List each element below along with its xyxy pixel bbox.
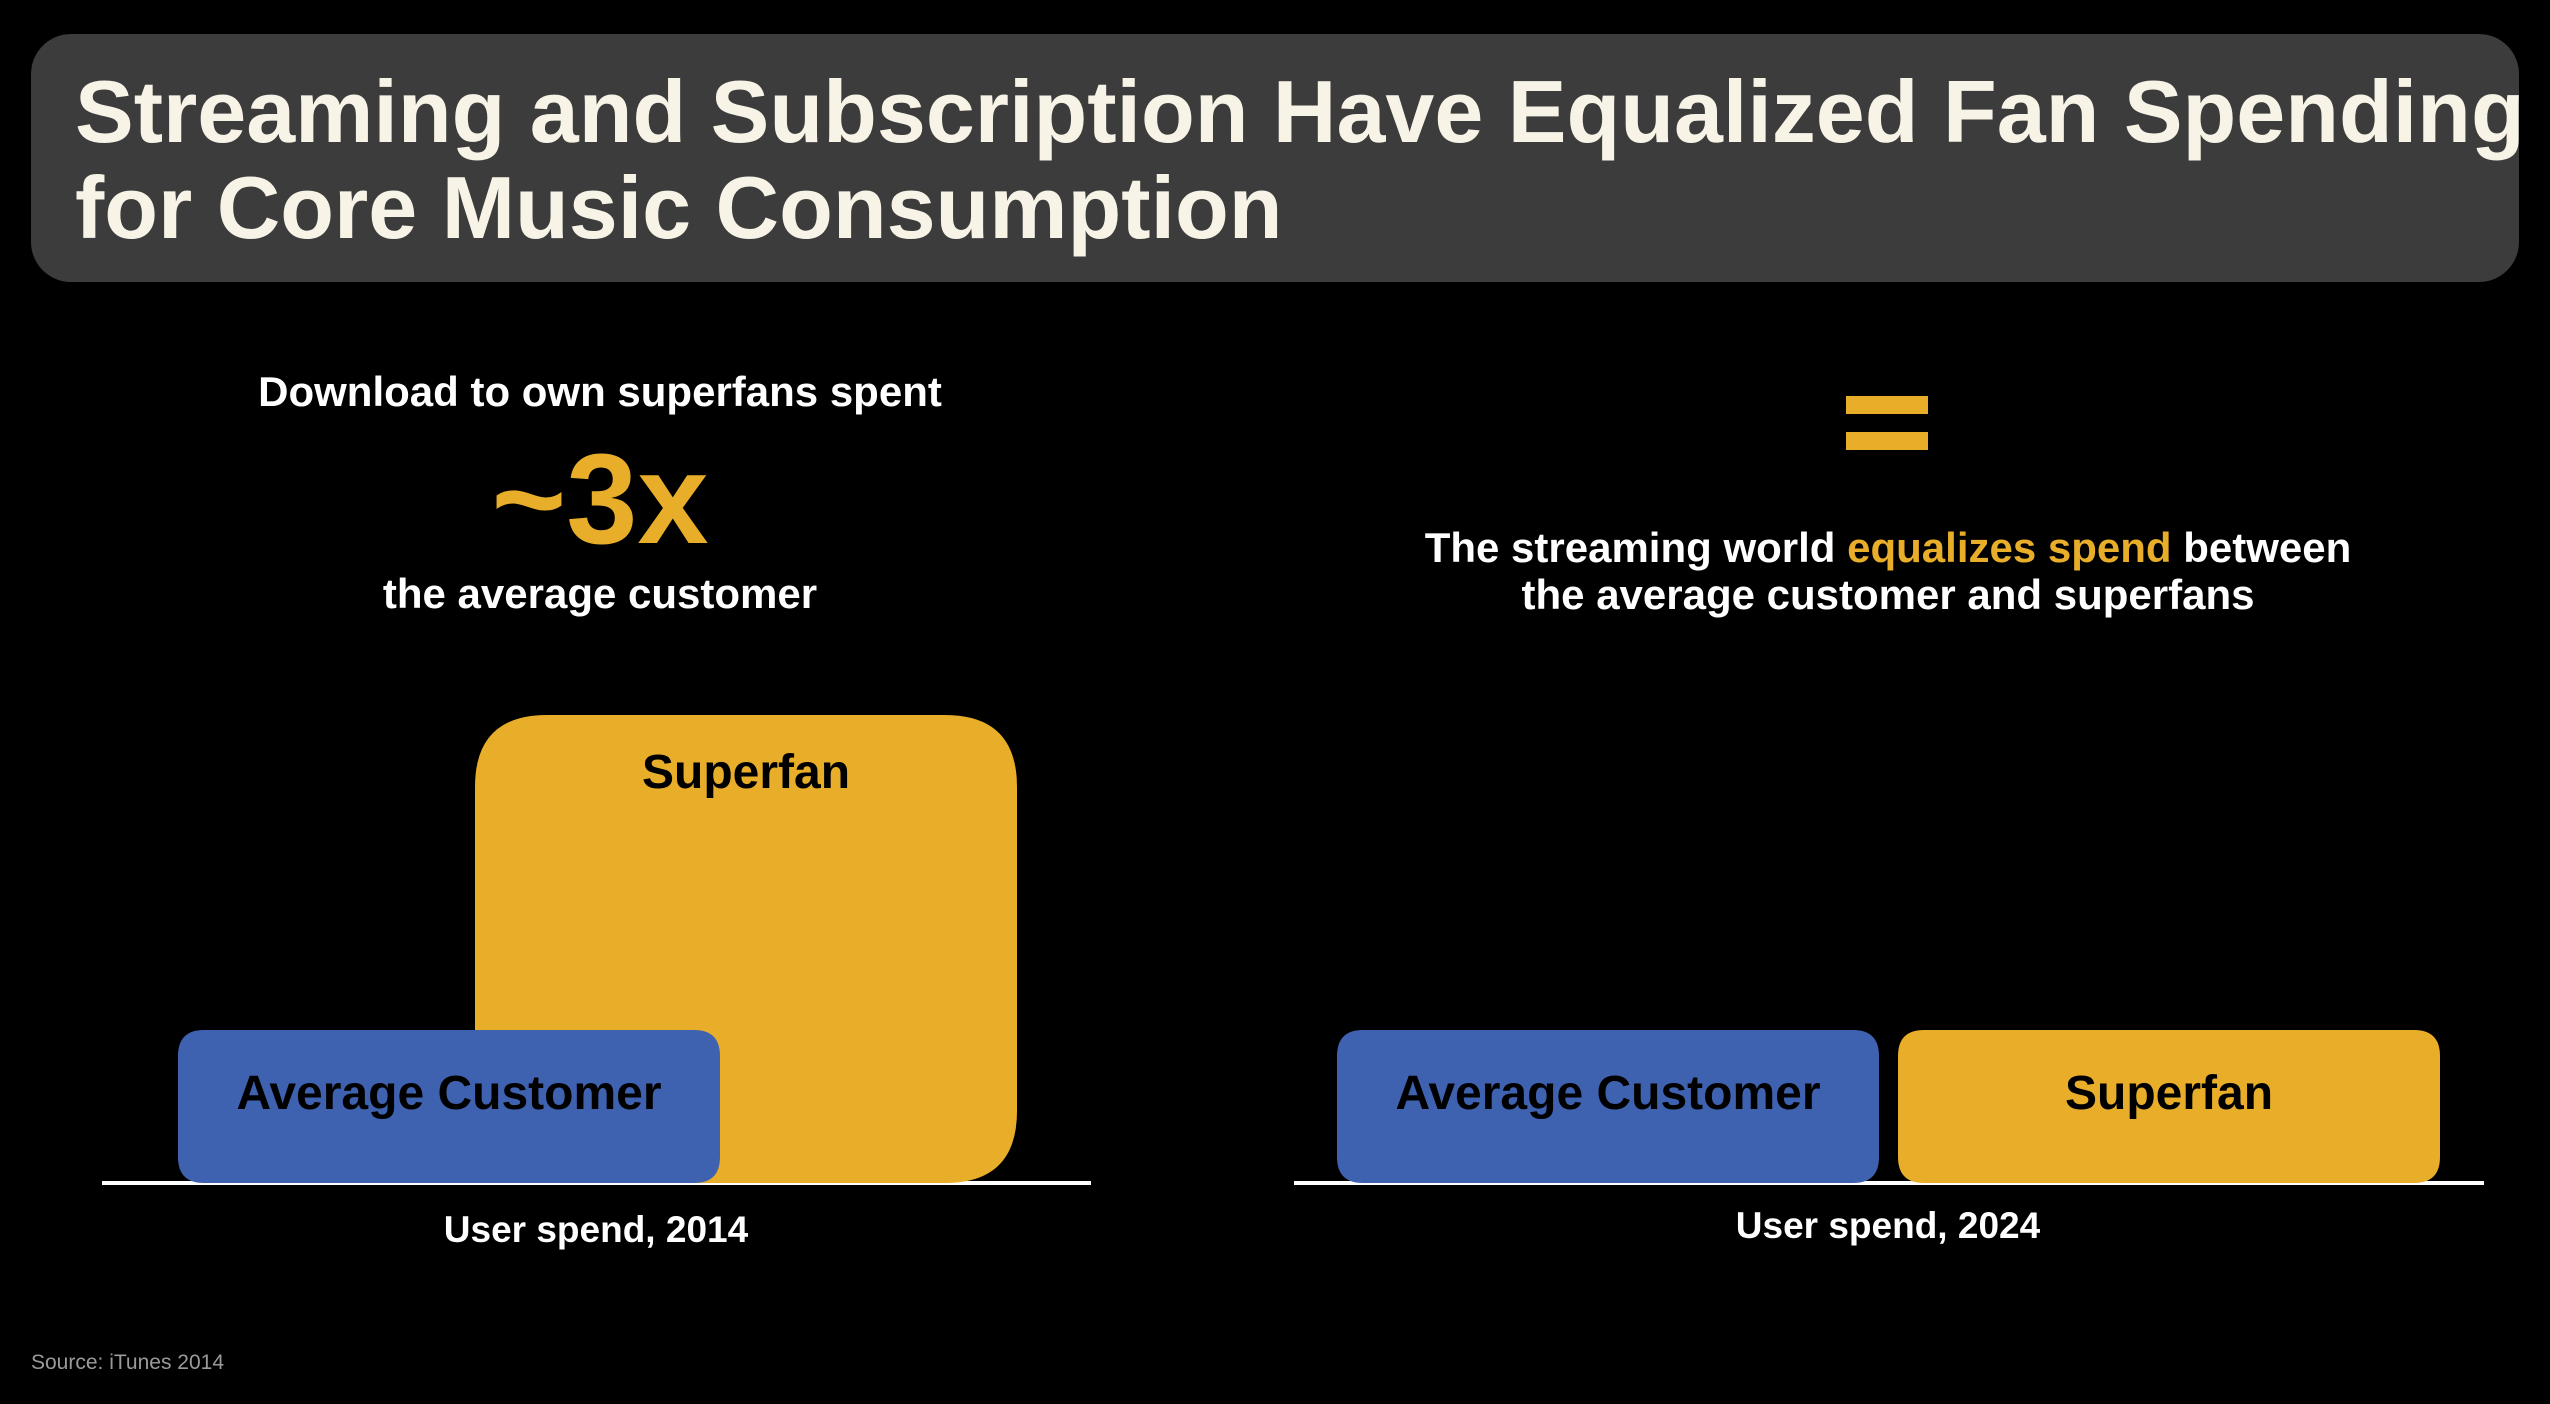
left-header-bottom: the average customer bbox=[382, 570, 818, 617]
right-message-pre: The streaming world bbox=[1424, 524, 1848, 571]
right-message-line-2: the average customer and superfans bbox=[1521, 571, 2255, 618]
right-message-highlight: equalizes spend bbox=[1847, 524, 2172, 571]
equals-bar-bottom bbox=[1846, 432, 1928, 450]
left-header-top: Download to own superfans spent bbox=[258, 368, 942, 415]
equals-sign-icon bbox=[1846, 396, 1928, 454]
chart-2014-label-average-customer: Average Customer bbox=[236, 1067, 661, 1120]
multiplier-value: ~3x bbox=[491, 428, 709, 571]
chart-2014-bar-average-customer bbox=[178, 1030, 720, 1183]
page-title-line-2: for Core Music Consumption bbox=[75, 158, 1283, 257]
right-message: The streaming world equalizes spend betw… bbox=[1300, 524, 2476, 618]
source-note: Source: iTunes 2014 bbox=[31, 1351, 225, 1374]
chart-2024-xlabel: User spend, 2024 bbox=[1736, 1205, 2041, 1246]
right-message-line-1: The streaming world equalizes spend betw… bbox=[1300, 524, 2476, 571]
chart-2024-bar-average-customer bbox=[1337, 1030, 1879, 1183]
chart-2024-label-superfan: Superfan bbox=[2065, 1067, 2273, 1120]
right-message-post: between bbox=[2171, 524, 2352, 571]
chart-2014-label-superfan: Superfan bbox=[642, 746, 850, 799]
equals-bar-top bbox=[1846, 396, 1928, 414]
chart-2024-bar-superfan bbox=[1898, 1030, 2440, 1183]
title-banner: Streaming and Subscription Have Equalize… bbox=[31, 34, 2525, 282]
chart-2024-label-average-customer: Average Customer bbox=[1395, 1067, 1820, 1120]
chart-2014-xlabel: User spend, 2014 bbox=[444, 1209, 749, 1250]
page-title-line-1: Streaming and Subscription Have Equalize… bbox=[75, 62, 2525, 161]
